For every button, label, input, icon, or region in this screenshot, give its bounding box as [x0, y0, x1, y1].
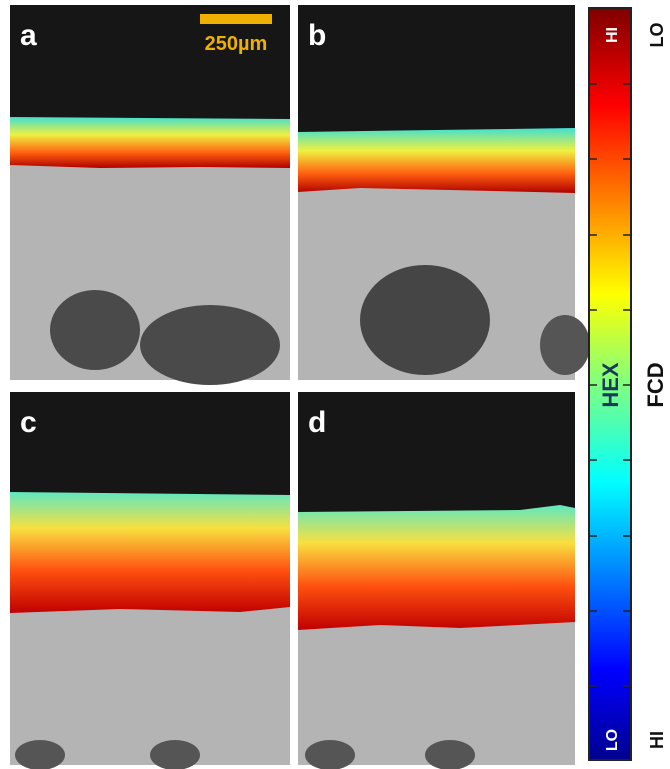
- panel-label: c: [20, 406, 37, 439]
- scale-bar-label: 250µm: [205, 33, 268, 55]
- panel-label: a: [20, 19, 37, 52]
- panel-c: c: [10, 392, 290, 769]
- panel-label: b: [308, 19, 326, 52]
- panel-b: b: [298, 5, 590, 380]
- panel-label: d: [308, 406, 326, 439]
- fcd-low-label: LO: [647, 23, 667, 48]
- panel-a: 250µm a: [10, 5, 290, 385]
- panel-d: d: [298, 392, 575, 769]
- hex-low-label: LO: [604, 729, 621, 751]
- fcd-high-label: HI: [647, 731, 667, 749]
- fcd-label: FCD: [643, 362, 668, 407]
- hex-high-label: HI: [604, 27, 621, 43]
- hex-label: HEX: [598, 362, 623, 408]
- colorbar: HI LO HEX: [588, 7, 632, 761]
